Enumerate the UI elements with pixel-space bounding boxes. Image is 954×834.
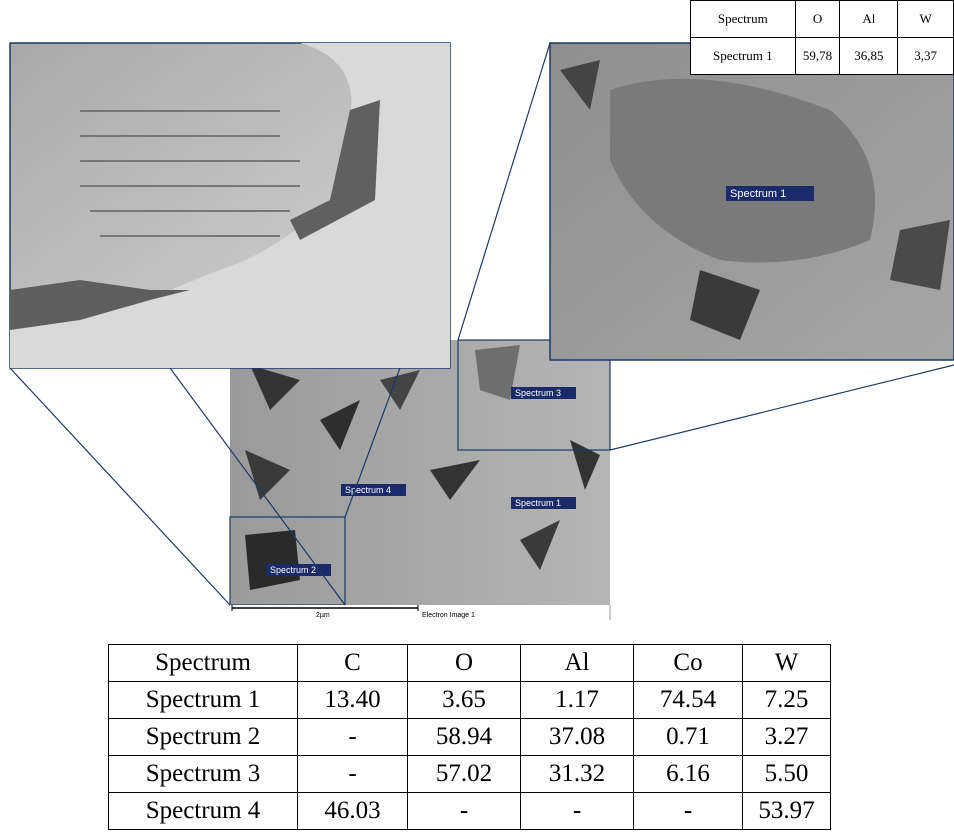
table-cell: Spectrum 1	[691, 38, 796, 75]
table-cell: O	[795, 1, 840, 38]
table-cell: 59,78	[795, 38, 840, 75]
sem-label: Spectrum 1	[515, 498, 561, 508]
inset-right: Spectrum 1	[550, 43, 954, 360]
table-cell: 57.02	[408, 756, 521, 793]
table-cell: Spectrum 2	[109, 719, 298, 756]
table-cell: -	[408, 793, 521, 830]
table-cell: 13.40	[298, 682, 408, 719]
table-cell: W	[898, 1, 954, 38]
sem-label: Spectrum 2	[270, 565, 316, 575]
table-cell: 1.17	[521, 682, 634, 719]
table-cell: 58.94	[408, 719, 521, 756]
table-cell: 36,85	[840, 38, 898, 75]
table-cell: 5.50	[743, 756, 831, 793]
sem-label: Spectrum 4	[345, 485, 391, 495]
sem-image: Spectrum 3 Spectrum 4 Spectrum 1 Spectru…	[230, 340, 610, 620]
table-cell: Co	[634, 645, 743, 682]
table-cell: W	[743, 645, 831, 682]
sem-label: Spectrum 3	[515, 388, 561, 398]
sem-label: Spectrum 1	[730, 188, 786, 200]
table-cell: 6.16	[634, 756, 743, 793]
table-cell: 53.97	[743, 793, 831, 830]
table-cell: Spectrum	[691, 1, 796, 38]
table-cell: 74.54	[634, 682, 743, 719]
table-cell: 31.32	[521, 756, 634, 793]
table-cell: -	[298, 719, 408, 756]
table-cell: -	[521, 793, 634, 830]
scale-bar-label: 2µm	[316, 612, 330, 619]
table-cell: 3.27	[743, 719, 831, 756]
table-cell: C	[298, 645, 408, 682]
table-cell: Al	[840, 1, 898, 38]
table-cell: O	[408, 645, 521, 682]
table-cell: Spectrum 3	[109, 756, 298, 793]
table-cell: 37.08	[521, 719, 634, 756]
table-cell: Spectrum 1	[109, 682, 298, 719]
inset-left	[10, 43, 450, 368]
table-cell: 7.25	[743, 682, 831, 719]
table-cell: Spectrum 4	[109, 793, 298, 830]
table-cell: Al	[521, 645, 634, 682]
table-cell: 46.03	[298, 793, 408, 830]
table-cell: -	[298, 756, 408, 793]
table-cell: -	[634, 793, 743, 830]
figure: Spectrum 3 Spectrum 4 Spectrum 1 Spectru…	[0, 0, 954, 834]
table-cell: Spectrum	[109, 645, 298, 682]
image-caption: Electron Image 1	[422, 612, 475, 619]
table-cell: 0.71	[634, 719, 743, 756]
table-cell: 3.65	[408, 682, 521, 719]
table-cell: 3,37	[898, 38, 954, 75]
